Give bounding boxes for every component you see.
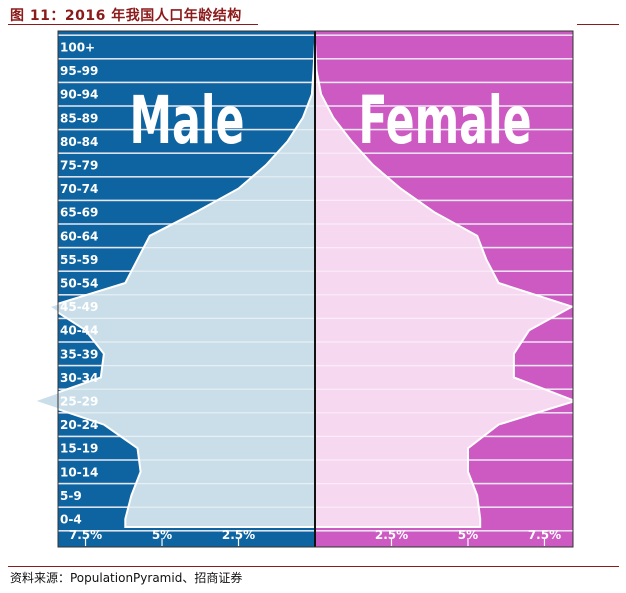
female-population-area — [314, 42, 579, 528]
age-group-label: 35-39 — [60, 347, 98, 361]
age-group-label: 55-59 — [60, 253, 98, 267]
x-tick-label: 7.5% — [528, 528, 561, 542]
source-note: 资料来源：PopulationPyramid、招商证券 — [10, 571, 243, 585]
x-tick-label: 2.5% — [222, 528, 255, 542]
title-rule-left — [8, 24, 258, 25]
age-group-label: 85-89 — [60, 111, 98, 125]
age-group-label: 30-34 — [60, 371, 98, 385]
age-group-label: 90-94 — [60, 88, 98, 102]
age-group-label: 45-49 — [60, 300, 98, 314]
title-rule-right — [577, 24, 619, 25]
x-tick-label: 7.5% — [69, 528, 102, 542]
female-label: Female — [358, 82, 531, 159]
age-group-label: 80-84 — [60, 135, 98, 149]
figure-title: 图 11：2016 年我国人口年龄结构 — [10, 8, 242, 24]
age-group-label: 60-64 — [60, 229, 98, 243]
age-group-label: 5-9 — [60, 489, 82, 503]
age-group-label: 75-79 — [60, 159, 98, 173]
x-tick-label: 2.5% — [375, 528, 408, 542]
male-label: Male — [129, 82, 244, 159]
age-group-label: 25-29 — [60, 395, 98, 409]
age-group-label: 95-99 — [60, 64, 98, 78]
age-group-label: 0-4 — [60, 513, 82, 527]
age-group-label: 65-69 — [60, 206, 98, 220]
male-population-area — [30, 42, 316, 528]
source-rule — [8, 566, 619, 567]
age-group-label: 20-24 — [60, 418, 98, 432]
age-group-label: 10-14 — [60, 465, 98, 479]
age-group-label: 70-74 — [60, 182, 98, 196]
x-tick-label: 5% — [458, 528, 478, 542]
age-group-label: 100+ — [60, 41, 95, 55]
x-tick-label: 5% — [152, 528, 172, 542]
age-group-label: 40-44 — [60, 324, 98, 338]
age-group-label: 50-54 — [60, 277, 98, 291]
plot-frame — [57, 30, 574, 548]
age-group-label: 15-19 — [60, 442, 98, 456]
